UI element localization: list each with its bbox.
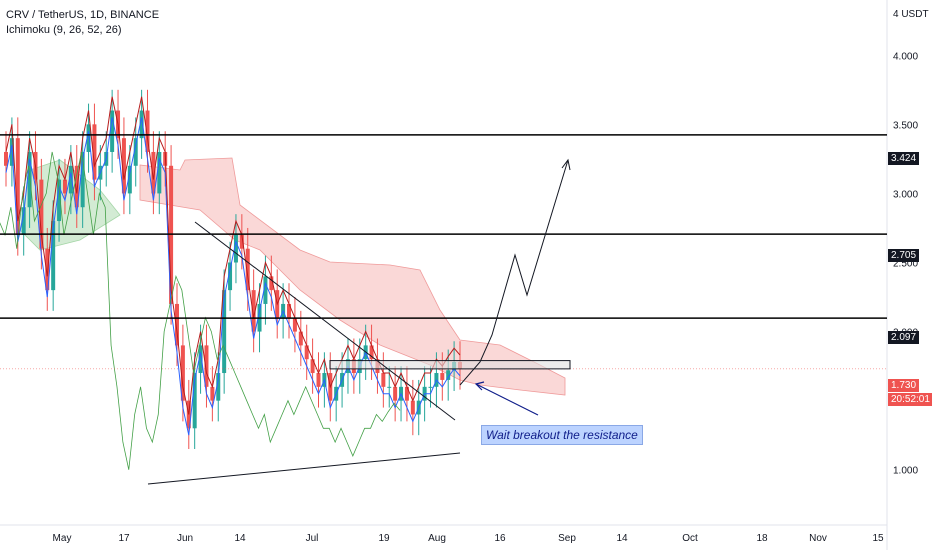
candle-body xyxy=(27,151,32,208)
annotation-arrowhead xyxy=(474,381,485,391)
candle-body xyxy=(263,276,268,304)
candle-body xyxy=(440,373,445,380)
candle-body xyxy=(15,138,20,235)
annotation-label: Wait breakout the resistance xyxy=(481,425,643,445)
candle-body xyxy=(110,110,115,152)
ascending-trendline xyxy=(147,452,461,485)
candle-body xyxy=(204,345,209,387)
candle-body xyxy=(316,373,321,387)
level-price-box-mid: 2.705 xyxy=(888,249,920,262)
candle-body xyxy=(233,234,238,263)
candle-body xyxy=(216,373,221,401)
candle-body xyxy=(80,151,85,208)
candle-body xyxy=(62,179,67,194)
candle-body xyxy=(74,165,79,208)
x-tick-label: 14 xyxy=(234,533,246,544)
candle-body xyxy=(86,124,91,152)
y-tick-label: 1.000 xyxy=(893,466,918,477)
candle-body xyxy=(210,386,215,401)
candle-body xyxy=(298,331,303,346)
candle-body xyxy=(304,345,309,360)
candle-body xyxy=(393,386,398,401)
candle-body xyxy=(239,234,244,249)
candle-body xyxy=(92,124,97,180)
candle-body xyxy=(4,151,8,166)
candle-body xyxy=(57,179,62,222)
x-tick-label: Sep xyxy=(558,533,576,544)
x-tick-label: May xyxy=(53,533,72,544)
candle-body xyxy=(192,373,197,429)
y-tick-label: 4.000 xyxy=(893,51,918,62)
candle-body xyxy=(222,290,227,374)
candle-body xyxy=(428,386,433,388)
y-tick-label: 2.500 xyxy=(893,259,918,270)
x-tick-label: 14 xyxy=(616,533,628,544)
candle-body xyxy=(145,110,150,152)
candle-body xyxy=(151,151,156,194)
y-tick-label: 3.500 xyxy=(893,120,918,131)
candle-body xyxy=(180,345,185,401)
x-tick-label: 17 xyxy=(118,533,130,544)
current-price-box: 1.730 xyxy=(888,379,920,392)
candle-body xyxy=(310,359,315,374)
x-tick-label: 18 xyxy=(756,533,768,544)
x-tick-label: Nov xyxy=(809,533,827,544)
candle-body xyxy=(404,386,409,401)
candle-body xyxy=(121,138,126,194)
x-tick-label: Jul xyxy=(306,533,319,544)
candle-body xyxy=(245,248,250,291)
y-tick-label: 3.000 xyxy=(893,189,918,200)
x-tick-label: 15 xyxy=(872,533,884,544)
candle-body xyxy=(410,400,415,415)
level-price-box-high: 3.424 xyxy=(888,152,920,165)
candle-body xyxy=(387,386,392,388)
candle-body xyxy=(174,303,179,346)
candle-body xyxy=(269,276,274,291)
level-price-box-low: 2.097 xyxy=(888,331,920,344)
currency-label: 4 USDT xyxy=(893,9,929,20)
candle-body xyxy=(157,151,162,194)
chart-legend: CRV / TetherUS, 1D, BINANCE Ichimoku (9,… xyxy=(6,8,159,38)
projection-path xyxy=(459,159,569,386)
x-tick-label: Oct xyxy=(682,533,698,544)
candle-body xyxy=(369,345,374,360)
descending-trendline xyxy=(194,221,456,421)
candle-body xyxy=(21,207,26,235)
annotation-arrow xyxy=(475,383,539,416)
candle-body xyxy=(133,138,138,166)
tenkan-line xyxy=(5,117,461,436)
candle-body xyxy=(68,165,73,194)
candle-body xyxy=(139,110,144,139)
candle-body xyxy=(51,221,56,291)
candle-body xyxy=(381,373,386,387)
candle-body xyxy=(198,345,203,374)
price-axis xyxy=(887,0,932,550)
x-tick-label: 16 xyxy=(494,533,506,544)
candle-body xyxy=(39,179,44,249)
candle-body xyxy=(287,303,292,318)
chikou-line xyxy=(0,151,401,470)
resistance-zone xyxy=(329,360,571,370)
countdown-box: 20:52:01 xyxy=(888,393,932,406)
candle-body xyxy=(127,165,132,194)
symbol-title[interactable]: CRV / TetherUS, 1D, BINANCE xyxy=(6,9,160,21)
candle-body xyxy=(446,370,451,380)
candle-body xyxy=(251,290,256,332)
candle-body xyxy=(228,262,233,291)
x-tick-label: Jun xyxy=(177,533,193,544)
candle-body xyxy=(45,248,50,291)
candle-body xyxy=(292,317,297,332)
indicator-label[interactable]: Ichimoku (9, 26, 52, 26) xyxy=(6,24,122,36)
x-tick-label: 19 xyxy=(378,533,390,544)
x-tick-label: Aug xyxy=(428,533,446,544)
projection-arrowhead xyxy=(561,158,571,171)
